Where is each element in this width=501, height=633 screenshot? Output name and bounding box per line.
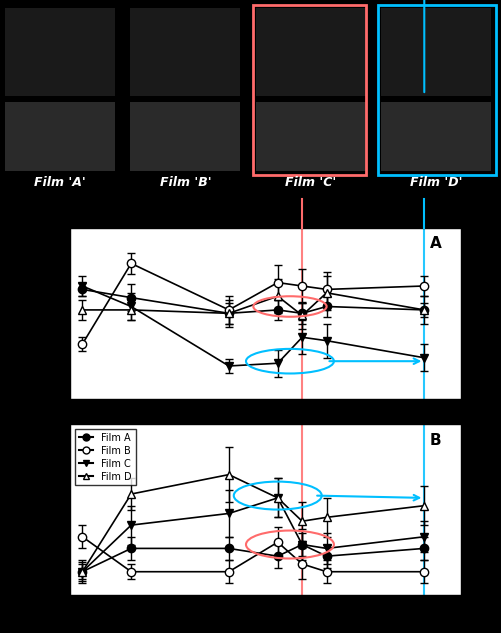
Y-axis label: Respiration rate of O₂(%): Respiration rate of O₂(%) — [31, 440, 41, 579]
Bar — [253, 5, 366, 175]
Text: Film 'C': Film 'C' — [285, 177, 336, 189]
X-axis label: Days in Storage: Days in Storage — [210, 620, 321, 633]
Bar — [5, 8, 115, 96]
Bar — [5, 102, 115, 172]
Bar — [256, 102, 366, 172]
Bar — [130, 102, 240, 172]
Bar — [378, 5, 496, 175]
Text: Film 'D': Film 'D' — [410, 177, 462, 189]
Bar — [381, 8, 491, 96]
Text: A: A — [430, 237, 441, 251]
Text: Film 'A': Film 'A' — [34, 177, 86, 189]
Bar — [130, 8, 240, 96]
Text: Film 'B': Film 'B' — [159, 177, 211, 189]
Text: B: B — [430, 433, 441, 448]
Legend: Film A, Film B, Film C, Film D: Film A, Film B, Film C, Film D — [75, 429, 136, 486]
Y-axis label: Respiration rate of CO₂(%): Respiration rate of CO₂(%) — [31, 240, 41, 387]
Bar — [256, 8, 366, 96]
Bar — [381, 102, 491, 172]
